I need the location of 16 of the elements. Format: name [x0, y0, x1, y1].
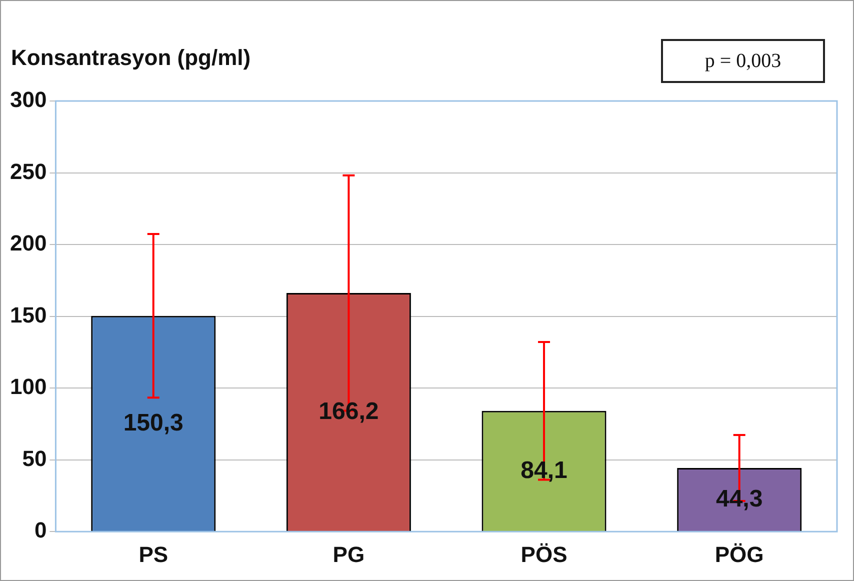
x-tick-label: PÖS — [520, 542, 568, 567]
y-tick-label: 250 — [10, 158, 47, 184]
x-tick-label: PÖG — [714, 542, 764, 567]
y-axis-title: Konsantrasyon (pg/ml) — [11, 45, 251, 71]
text: p = 0,003 — [661, 39, 825, 83]
y-tick-label: 150 — [10, 302, 47, 328]
x-tick-label: PS — [138, 542, 168, 567]
data-label: 166,2 — [318, 398, 379, 425]
x-tick-label: PG — [332, 542, 365, 567]
y-tick-label: 300 — [10, 87, 47, 112]
y-tick-label: 200 — [10, 230, 47, 256]
y-tick-label: 100 — [10, 374, 47, 400]
y-tick-label: 0 — [34, 518, 47, 543]
data-label: 150,3 — [123, 409, 184, 436]
data-label: 44,3 — [716, 485, 763, 512]
y-tick-label: 50 — [22, 446, 47, 471]
